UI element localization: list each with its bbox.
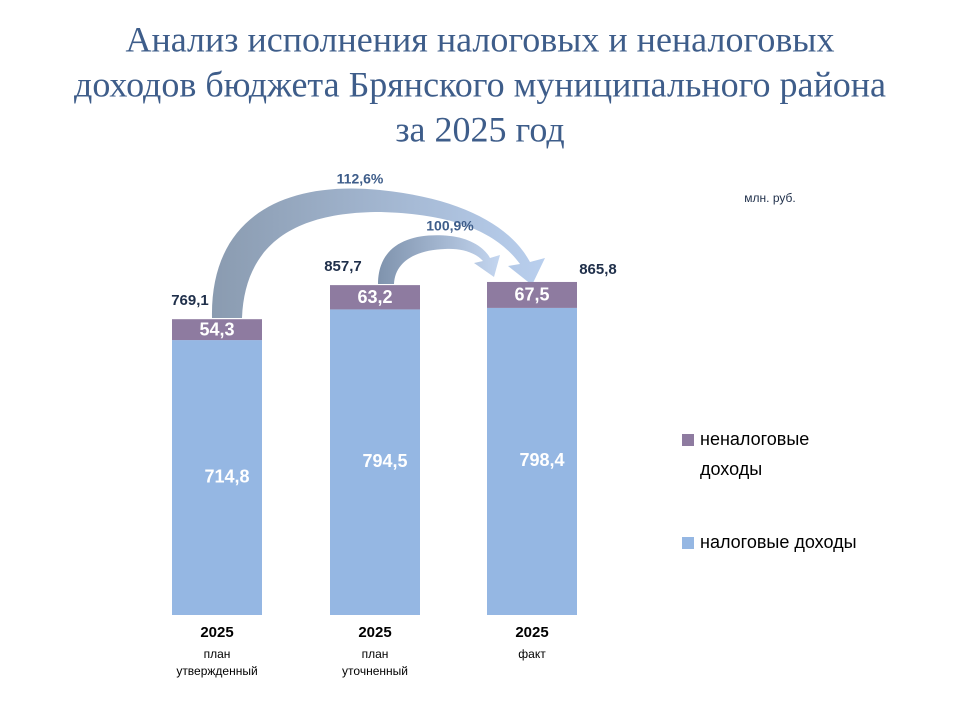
chart-title: доходов бюджета Брянского муниципального… — [74, 64, 886, 104]
annotation: 100,9% — [426, 218, 474, 234]
x-tick-note: утвержденный — [176, 664, 257, 678]
annotation: 112,6% — [337, 171, 384, 187]
value-label: 63,2 — [357, 287, 392, 307]
total-label: 865,8 — [579, 261, 617, 278]
value-label: 794,5 — [362, 451, 407, 471]
x-tick-label: 2025 — [200, 624, 233, 641]
legend-label: неналоговые доходы — [700, 429, 809, 479]
bar-segment — [330, 309, 420, 615]
total-label: 769,1 — [171, 292, 209, 309]
value-label: 67,5 — [514, 285, 549, 305]
x-tick-label: 2025 — [358, 624, 391, 641]
bar-segment — [487, 307, 577, 615]
bar-segment — [172, 340, 262, 615]
bar-segment — [172, 319, 262, 341]
value-label: 798,4 — [519, 450, 564, 470]
legend-marker — [682, 434, 694, 446]
x-tick-note: уточненный — [342, 664, 408, 678]
legend-label: налоговые доходы — [700, 532, 857, 552]
unit-label: млн. руб. — [744, 191, 795, 205]
x-tick-note: план — [204, 647, 231, 661]
growth-arrow — [211, 188, 545, 318]
chart-title: за 2025 год — [395, 109, 564, 149]
bar-segment — [487, 281, 577, 308]
x-tick-note: план — [362, 647, 389, 661]
chart-title: Анализ исполнения налоговых и неналоговы… — [125, 19, 834, 59]
x-tick-note: факт — [518, 647, 546, 661]
value-label: 54,3 — [199, 319, 234, 339]
value-label: 714,8 — [204, 466, 249, 486]
growth-arrow — [378, 235, 500, 284]
total-label: 857,7 — [324, 258, 362, 275]
x-tick-label: 2025 — [515, 624, 548, 641]
bar-segment — [330, 285, 420, 310]
legend-marker — [682, 537, 694, 549]
